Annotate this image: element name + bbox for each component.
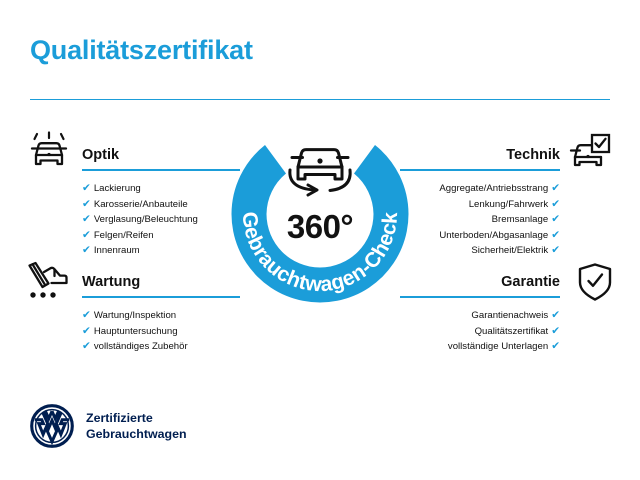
- list-item: Garantienachweis ✔: [400, 308, 560, 324]
- vw-lockup-line1: Zertifizierte: [86, 411, 153, 425]
- check-icon: ✔: [551, 213, 560, 225]
- title-divider: [30, 99, 610, 100]
- check-icon: ✔: [82, 197, 91, 210]
- list-item-label: Qualitätszertifikat: [474, 325, 549, 337]
- section-header: Garantie: [400, 272, 560, 298]
- list-item: ✔ Verglasung/Beleuchtung: [82, 212, 240, 228]
- list-item-label: vollständige Unterlagen: [447, 341, 549, 352]
- list-item-label: Wartung/Inspektion: [93, 310, 177, 321]
- list-item: ✔ vollständiges Zubehör: [82, 339, 240, 355]
- list-item-label: Hauptuntersuchung: [93, 325, 178, 337]
- list-item-label: Sicherheit/Elektrik: [471, 245, 549, 256]
- section-optik: Optik ✔ Lackierung ✔ Karosserie/Anbauteile…: [82, 145, 240, 259]
- section-header: Technik: [400, 145, 560, 171]
- list-item-label: vollständiges Zubehör: [93, 341, 188, 352]
- list-item: ✔ Felgen/Reifen: [82, 228, 240, 244]
- section-divider: [82, 296, 240, 298]
- list-item: ✔ Lackierung: [82, 181, 240, 197]
- badge-center-label: 360°: [286, 208, 354, 245]
- check-icon: ✔: [551, 197, 560, 210]
- list-item: ✔ Hauptuntersuchung: [82, 324, 240, 340]
- list-item-label: Garantienachweis: [471, 310, 549, 321]
- list-item-label: Innenraum: [93, 245, 140, 256]
- check-icon: ✔: [82, 213, 91, 225]
- list-item: Lenkung/Fahrwerk ✔: [400, 197, 560, 213]
- section-technik: Technik Aggregate/Antriebsstrang ✔ Lenkun…: [400, 145, 560, 259]
- check-icon: ✔: [551, 244, 560, 256]
- shield-check-icon: [572, 261, 618, 303]
- section-divider: [400, 169, 560, 171]
- check-icon: ✔: [551, 324, 560, 337]
- list-item-label: Unterboden/Abgasanlage: [439, 229, 549, 241]
- check-icon: ✔: [82, 324, 91, 337]
- car-checkbox-icon: [566, 131, 612, 173]
- check-icon: ✔: [82, 340, 91, 352]
- list-item: ✔ Karosserie/Anbauteile: [82, 197, 240, 213]
- list-item: Qualitätszertifikat ✔: [400, 324, 560, 340]
- list-item: Aggregate/Antriebsstrang ✔: [400, 181, 560, 197]
- list-item: Bremsanlage ✔: [400, 212, 560, 228]
- badge-360-gebrauchtwagen-check: Gebrauchtwagen-Check 360°: [218, 112, 422, 316]
- check-icon: ✔: [551, 182, 560, 194]
- section-header: Optik: [82, 145, 240, 171]
- section-title-garantie: Garantie: [501, 274, 560, 290]
- list-item-label: Aggregate/Antriebsstrang: [439, 183, 549, 194]
- check-icon: ✔: [551, 228, 560, 241]
- vw-logo: [30, 404, 74, 448]
- section-divider: [400, 296, 560, 298]
- list-item-label: Bremsanlage: [491, 214, 549, 225]
- list-item-label: Felgen/Reifen: [93, 229, 154, 241]
- pen-car-service-icon: [24, 261, 70, 303]
- list-item: Sicherheit/Elektrik ✔: [400, 243, 560, 259]
- check-icon: ✔: [551, 309, 560, 321]
- list-item-label: Lenkung/Fahrwerk: [468, 198, 549, 210]
- section-header: Wartung: [82, 272, 240, 298]
- check-icon: ✔: [82, 182, 91, 194]
- check-icon: ✔: [82, 228, 91, 241]
- vw-brand-lockup: Zertifizierte Gebrauchtwagen: [30, 404, 187, 448]
- section-divider: [82, 169, 240, 171]
- section-wartung: Wartung ✔ Wartung/Inspektion ✔ Hauptunters…: [82, 272, 240, 355]
- list-item: Unterboden/Abgasanlage ✔: [400, 228, 560, 244]
- list-item: ✔ Innenraum: [82, 243, 240, 259]
- vw-lockup-text: Zertifizierte Gebrauchtwagen: [86, 410, 187, 442]
- vw-lockup-line2: Gebrauchtwagen: [86, 427, 187, 441]
- section-title-optik: Optik: [82, 147, 120, 163]
- checklist-optik: ✔ Lackierung ✔ Karosserie/Anbauteile ✔ Verg…: [82, 181, 240, 259]
- section-title-wartung: Wartung: [82, 274, 141, 290]
- list-item: vollständige Unterlagen ✔: [400, 339, 560, 355]
- page-title: Qualitätszertifikat: [30, 35, 253, 65]
- list-item-label: Verglasung/Beleuchtung: [93, 214, 198, 225]
- checklist-technik: Aggregate/Antriebsstrang ✔ Lenkung/Fahrwe…: [400, 181, 560, 259]
- check-icon: ✔: [82, 244, 91, 256]
- section-garantie: Garantie Garantienachweis ✔ Qualitätszert…: [400, 272, 560, 355]
- checklist-garantie: Garantienachweis ✔ Qualitätszertifikat ✔ v…: [400, 308, 560, 355]
- list-item-label: Lackierung: [93, 183, 141, 194]
- list-item-label: Karosserie/Anbauteile: [93, 198, 188, 210]
- checklist-wartung: ✔ Wartung/Inspektion ✔ Hauptuntersuchung ✔…: [82, 308, 240, 355]
- list-item: ✔ Wartung/Inspektion: [82, 308, 240, 324]
- section-title-technik: Technik: [506, 147, 560, 163]
- car-shine-icon: [26, 131, 72, 173]
- check-icon: ✔: [551, 340, 560, 352]
- check-icon: ✔: [82, 309, 91, 321]
